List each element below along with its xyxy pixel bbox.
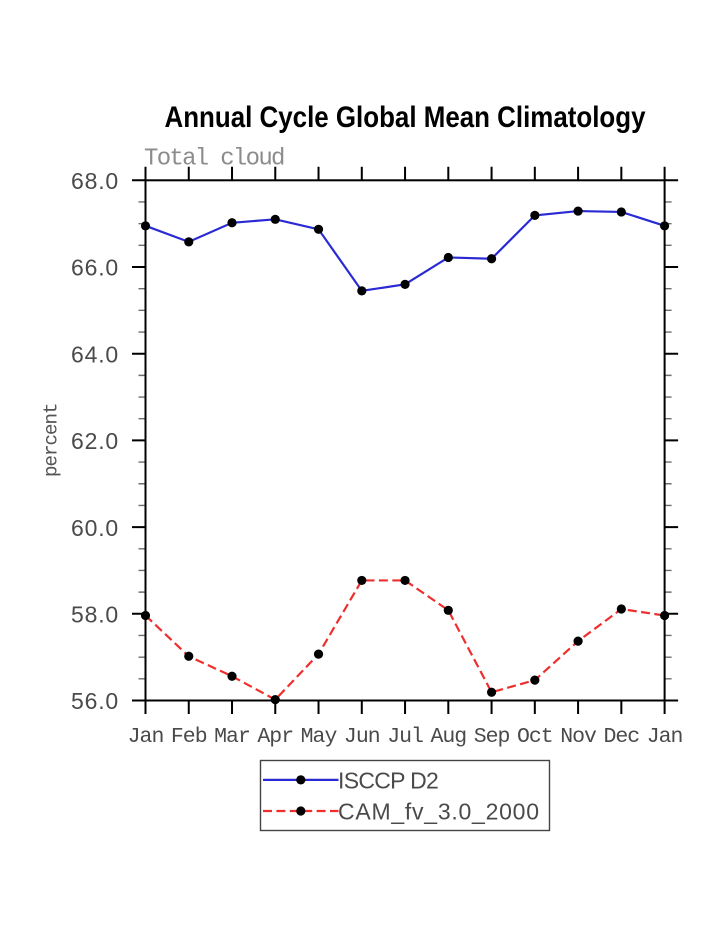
svg-text:64.0: 64.0	[71, 341, 119, 367]
svg-text:Jul: Jul	[387, 725, 423, 749]
svg-text:58.0: 58.0	[71, 602, 119, 628]
svg-text:May: May	[301, 725, 338, 749]
svg-text:66.0: 66.0	[71, 255, 119, 281]
svg-text:Total cloud: Total cloud	[144, 146, 284, 173]
svg-text:62.0: 62.0	[71, 428, 119, 454]
svg-text:ISCCP D2: ISCCP D2	[338, 767, 438, 793]
svg-text:Oct: Oct	[517, 725, 553, 749]
svg-text:Jun: Jun	[344, 725, 380, 749]
svg-text:56.0: 56.0	[71, 688, 119, 714]
svg-text:Nov: Nov	[560, 725, 597, 749]
svg-text:Apr: Apr	[257, 725, 293, 749]
svg-text:Jan: Jan	[647, 725, 683, 749]
svg-text:Jan: Jan	[128, 725, 164, 749]
svg-text:Aug: Aug	[430, 725, 466, 749]
svg-text:Annual Cycle Global Mean Clima: Annual Cycle Global Mean Climatology	[165, 101, 646, 134]
svg-text:Mar: Mar	[214, 725, 250, 749]
svg-text:Dec: Dec	[603, 725, 639, 749]
svg-text:Feb: Feb	[171, 725, 207, 749]
svg-text:percent: percent	[41, 404, 63, 478]
svg-text:Sep: Sep	[474, 725, 510, 749]
svg-text:CAM_fv_3.0_2000: CAM_fv_3.0_2000	[338, 798, 540, 824]
svg-text:60.0: 60.0	[71, 515, 119, 541]
svg-text:68.0: 68.0	[71, 168, 119, 194]
